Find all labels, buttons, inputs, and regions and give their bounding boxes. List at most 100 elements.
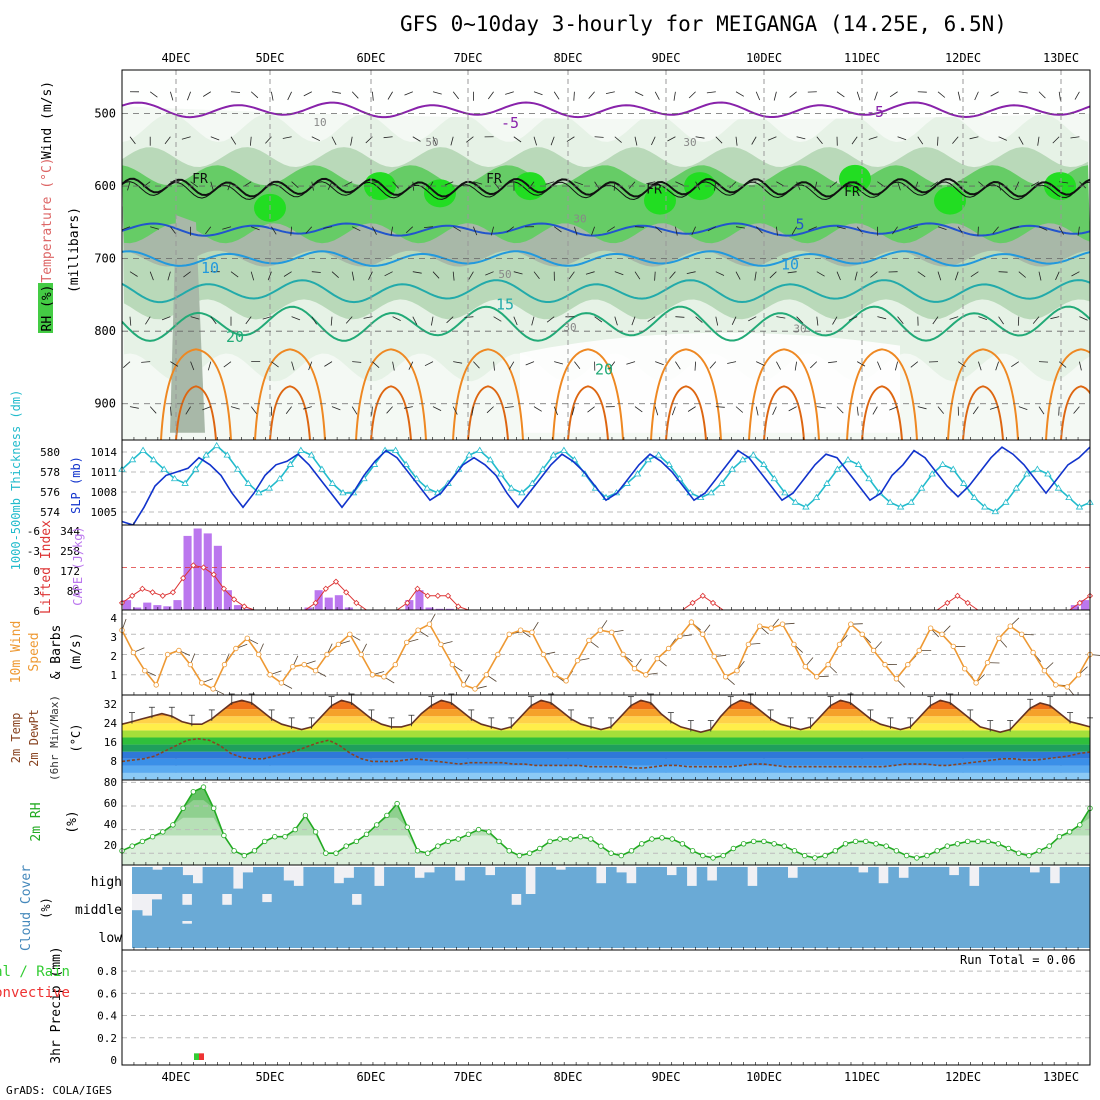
- wind-barb: [735, 406, 744, 413]
- li-point: [699, 592, 706, 599]
- cloud-bar-middle: [930, 894, 941, 921]
- wind-speed-point: [882, 661, 888, 668]
- rh2m-point: [873, 841, 879, 847]
- wind-barb: [493, 316, 502, 322]
- wind-barb: [164, 136, 171, 145]
- wind-barb: [1037, 136, 1040, 146]
- wind-barb: [473, 361, 480, 369]
- isotherm-25-loop: [947, 348, 1019, 440]
- wind-barb: [207, 361, 212, 371]
- rh-contour-label: 50: [498, 268, 511, 281]
- cloud-bar-low: [491, 921, 502, 948]
- li-point: [332, 578, 340, 585]
- rh2m-point: [954, 841, 961, 847]
- panel-frame-precip: [121, 949, 1091, 1066]
- rh2m-point: [394, 800, 400, 807]
- ylabel-slp: SLP (mb): [69, 456, 83, 514]
- cloud-bar-high: [777, 867, 788, 894]
- precip-tick: 0.8: [97, 965, 117, 978]
- wind-barb: [383, 136, 393, 139]
- cloud-bar-middle: [411, 894, 422, 921]
- thickness-point: [255, 489, 263, 496]
- wind-barb: [992, 226, 999, 234]
- li-tick: 3: [33, 585, 40, 598]
- wind-barb: [311, 136, 321, 142]
- wind-barb: [776, 361, 781, 370]
- wind-barb: [949, 316, 959, 320]
- cape-bar: [405, 600, 414, 610]
- cloud-bar-low: [361, 921, 372, 948]
- thickness-point: [402, 460, 410, 467]
- cape-bar: [324, 597, 333, 610]
- cloud-bar-low: [1080, 921, 1091, 948]
- cloud-bar-low: [291, 921, 303, 948]
- wind-barb: [654, 271, 656, 281]
- wind-barb: [613, 181, 616, 191]
- isotherm-15: [122, 279, 1090, 304]
- wind-speed-point: [506, 631, 512, 637]
- wind-barb: [974, 91, 979, 101]
- cloud-bar-middle: [1070, 894, 1081, 921]
- wind-barb: [634, 271, 641, 280]
- wind-barb: [776, 316, 786, 319]
- rh2m-point: [251, 848, 258, 854]
- wind-barb: [553, 91, 560, 100]
- ylabel-wind: Wind (m/s): [40, 81, 55, 159]
- thickness-point: [560, 446, 568, 453]
- wind-barb: [352, 226, 361, 232]
- top-day-label: 11DEC: [844, 51, 880, 65]
- cloud-bar-high: [989, 867, 1000, 894]
- wind-speed-point: [745, 641, 752, 648]
- thickness-point: [739, 456, 747, 463]
- cloud-bar-middle: [301, 894, 313, 921]
- thickness-point: [191, 465, 200, 472]
- cloud-bar-high: [807, 867, 819, 894]
- wind-barb: [978, 316, 988, 320]
- wind-barb: [675, 226, 678, 236]
- wind-barb: [308, 361, 313, 371]
- cloud-bar-low: [730, 921, 742, 948]
- rh2m-tick: 20: [104, 839, 117, 852]
- bottom-day-label: 5DEC: [256, 1070, 285, 1084]
- cloud-bar-middle: [1060, 894, 1071, 921]
- wind-barb: [473, 226, 478, 236]
- rh2m-point: [791, 848, 798, 854]
- wind-barb: [1070, 136, 1080, 139]
- rh2m-point: [689, 848, 696, 854]
- wind-speed-point: [597, 627, 603, 633]
- cape-bar: [1080, 600, 1089, 610]
- wind-barb: [836, 271, 841, 281]
- wind-speed-point: [586, 637, 592, 644]
- rh2m-point: [598, 843, 604, 849]
- wind-barb: [331, 271, 339, 278]
- wind-speed-point: [893, 676, 900, 682]
- cloud-bar-high: [132, 867, 143, 894]
- wind-speed-point: [176, 647, 182, 654]
- rh2m-point: [160, 829, 166, 835]
- cloud-bar-middle: [1000, 894, 1011, 921]
- isotherm-30-loop: [370, 385, 412, 440]
- rh2m-point: [720, 852, 726, 859]
- cloud-bar-low: [660, 921, 672, 948]
- rh-contour-label: 30: [793, 323, 806, 336]
- isotherm-30-loop: [861, 385, 903, 440]
- thickness-point: [297, 446, 305, 453]
- wind-barb: [794, 361, 797, 371]
- wind-barb: [187, 91, 191, 101]
- wind-barb: [707, 226, 716, 232]
- wind-speed-point: [859, 631, 865, 637]
- temp-band: [122, 751, 1090, 759]
- wind-barb: [808, 226, 817, 231]
- cloud-bar-low: [840, 921, 851, 948]
- cloud-bar-low: [132, 921, 143, 948]
- cloud-bar-high: [646, 867, 657, 894]
- wind-barb: [755, 91, 761, 101]
- cloud-bar-middle: [211, 894, 223, 921]
- wind-speed-point: [654, 655, 660, 662]
- cloud-bar-middle: [361, 894, 372, 921]
- cloud-bar-low: [910, 921, 921, 948]
- cloud-bar-high: [827, 867, 839, 894]
- wind-barb: [587, 406, 595, 413]
- wind-barb: [751, 136, 757, 145]
